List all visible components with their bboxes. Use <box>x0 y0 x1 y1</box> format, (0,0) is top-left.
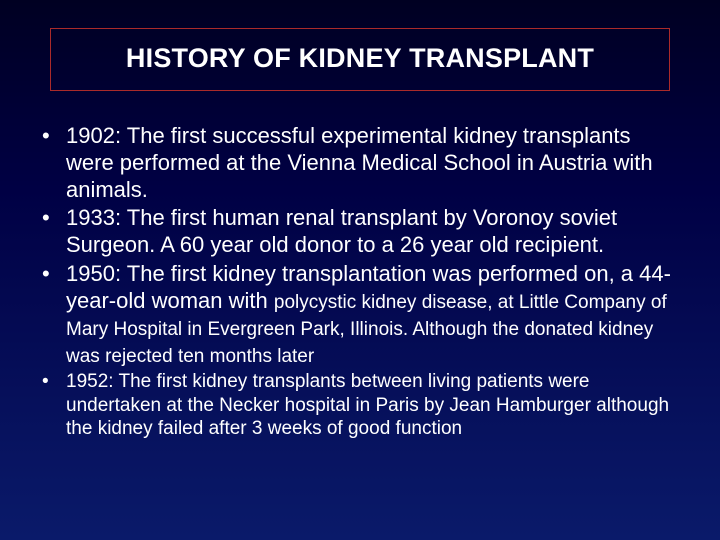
bullet-item: 1933: The first human renal transplant b… <box>38 205 682 259</box>
bullet-list: 1902: The first successful experimental … <box>38 123 682 440</box>
bullet-text: 1952: The first kidney transplants betwe… <box>66 371 669 438</box>
bullet-text: 1902: The first successful experimental … <box>66 123 653 202</box>
bullet-text: 1933: The first human renal transplant b… <box>66 205 617 257</box>
bullet-item: 1902: The first successful experimental … <box>38 123 682 203</box>
bullet-item: 1950: The first kidney transplantation w… <box>38 261 682 368</box>
content-area: 1902: The first successful experimental … <box>38 123 682 440</box>
title-box: HISTORY OF KIDNEY TRANSPLANT <box>50 28 670 91</box>
slide-title: HISTORY OF KIDNEY TRANSPLANT <box>61 43 659 74</box>
bullet-item: 1952: The first kidney transplants betwe… <box>38 370 682 440</box>
